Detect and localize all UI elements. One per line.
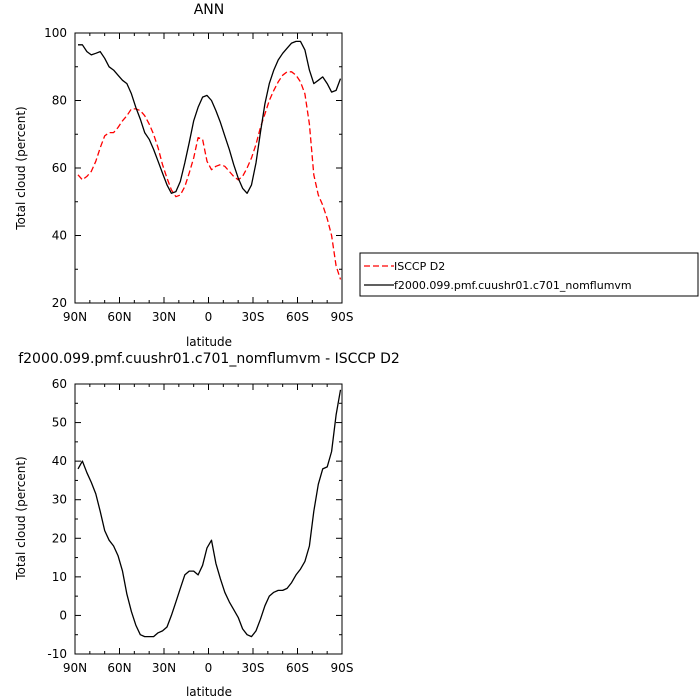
top-x-tick-label: 30S [242, 310, 265, 324]
top-x-axis-label: latitude [186, 335, 232, 349]
bottom-x-tick-label: 90N [63, 661, 87, 675]
top-series-line-1 [77, 71, 342, 280]
bottom-y-tick-label: 20 [52, 531, 67, 545]
panel-bottom: f2000.099.pmf.cuushr01.c701_nomflumvm - … [14, 351, 400, 699]
top-x-tick-label: 30N [152, 310, 176, 324]
bottom-y-tick-label: 30 [52, 493, 67, 507]
legend-label-model: f2000.099.pmf.cuushr01.c701_nomflumvm [394, 279, 632, 292]
bottom-series-line-1 [77, 389, 342, 638]
top-y-tick-label: 20 [52, 296, 67, 310]
top-chart-title: ANN [194, 2, 225, 18]
bottom-y-tick-label: 50 [52, 416, 67, 430]
legend-box [359, 252, 699, 297]
bottom-x-tick-label: 60S [286, 661, 309, 675]
bottom-chart-title: f2000.099.pmf.cuushr01.c701_nomflumvm - … [18, 351, 400, 367]
top-y-tick-label: 80 [52, 94, 67, 108]
bottom-series-lines [77, 389, 342, 638]
top-axis-ticks: 90N 60N 30N 0 30S 60S 90S 20 40 60 80 100 [44, 26, 353, 324]
bottom-y-tick-label: 10 [52, 570, 67, 584]
top-x-tick-label: 0 [205, 310, 213, 324]
top-x-tick-label: 90S [331, 310, 354, 324]
top-series-lines [77, 40, 342, 280]
bottom-x-tick-label: 0 [205, 661, 213, 675]
top-y-tick-label: 60 [52, 161, 67, 175]
bottom-plot-frame [74, 383, 343, 655]
bottom-x-tick-label: 30N [152, 661, 176, 675]
bottom-y-tick-label: 0 [59, 608, 67, 622]
panel-top: ANN Total cloud (percent) latitude 90N 60… [14, 2, 699, 349]
top-y-tick-label: 40 [52, 229, 67, 243]
top-x-tick-label: 60N [107, 310, 131, 324]
legend-label-isccp: ISCCP D2 [394, 260, 445, 273]
top-y-axis-label: Total cloud (percent) [14, 106, 28, 230]
bottom-x-tick-label: 30S [242, 661, 265, 675]
bottom-x-axis-label: latitude [186, 685, 232, 699]
bottom-y-axis-label: Total cloud (percent) [14, 456, 28, 580]
top-x-tick-label: 60S [286, 310, 309, 324]
bottom-x-tick-label: 60N [107, 661, 131, 675]
bottom-y-tick-label: -10 [47, 647, 67, 661]
top-series-line-2 [78, 40, 342, 194]
top-y-tick-label: 100 [44, 26, 67, 40]
top-plot-frame [74, 32, 343, 304]
legend: ISCCP D2 f2000.099.pmf.cuushr01.c701_nom… [359, 252, 699, 297]
bottom-y-tick-label: 40 [52, 454, 67, 468]
bottom-y-tick-label: 60 [52, 377, 67, 391]
top-x-tick-label: 90N [63, 310, 87, 324]
bottom-axis-ticks: 90N 60N 30N 0 30S 60S 90S -10 0 10 20 30 40 50 60 [47, 377, 353, 675]
bottom-x-tick-label: 90S [331, 661, 354, 675]
